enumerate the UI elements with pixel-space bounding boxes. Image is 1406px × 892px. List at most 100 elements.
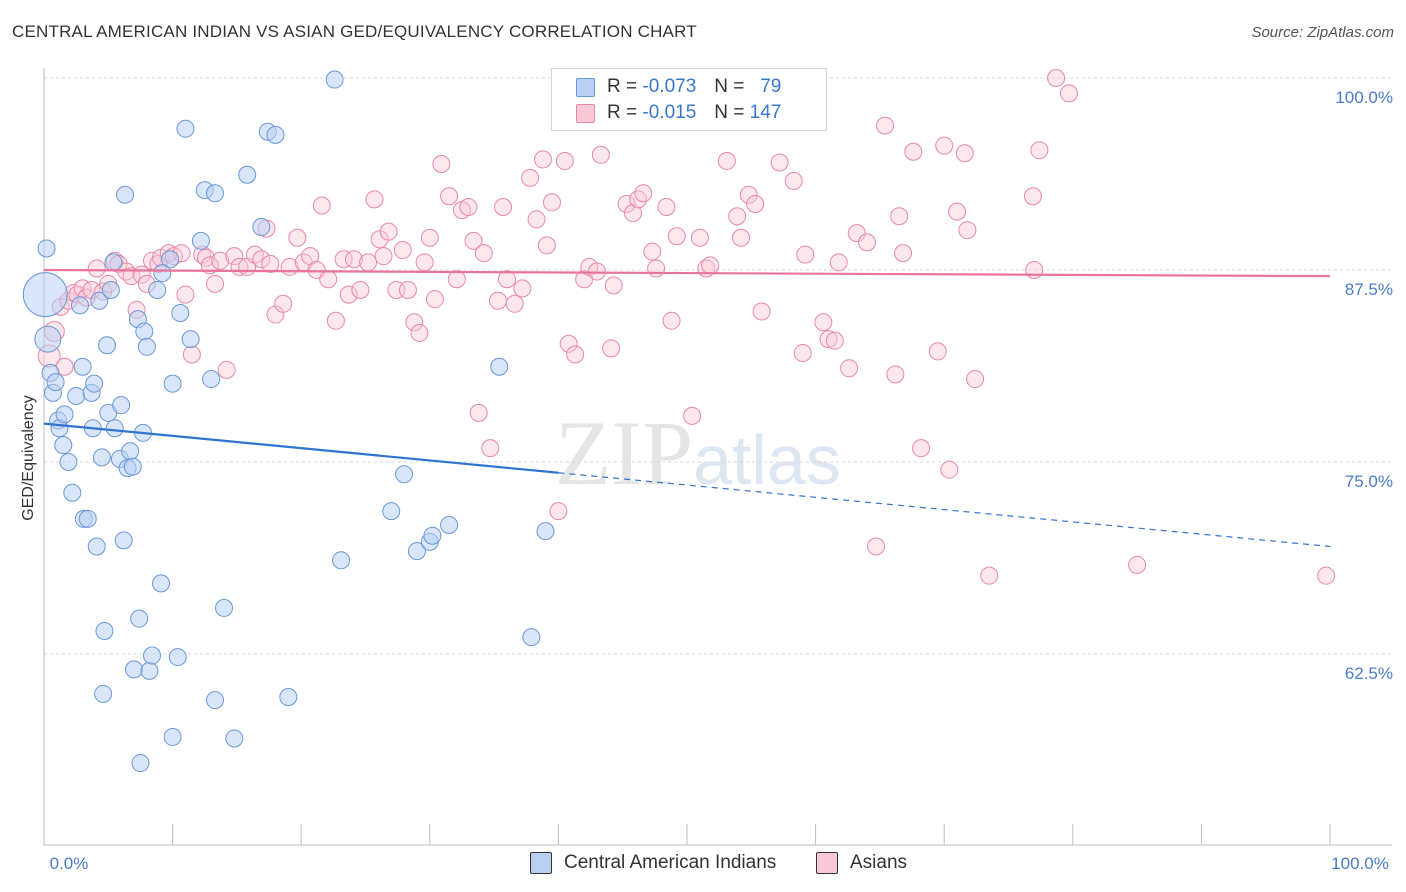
trend-line-central-american-indians [43, 422, 559, 474]
data-point [125, 660, 144, 679]
data-point [252, 217, 271, 236]
data-point [1023, 187, 1042, 206]
bottom-legend-asians: Asians [816, 852, 907, 874]
data-point [867, 537, 886, 556]
data-point [602, 339, 621, 358]
legend-r-label: R = [607, 102, 638, 123]
bottom-legend-label: Asians [850, 852, 908, 873]
data-point [121, 442, 140, 461]
legend-n-value: 79 [760, 76, 782, 97]
data-point [980, 566, 999, 585]
data-point [140, 661, 159, 680]
y-tick-label: 100.0% [1335, 88, 1393, 107]
data-point [555, 151, 574, 170]
data-point [71, 296, 90, 315]
data-point [148, 280, 167, 299]
data-point [67, 386, 86, 405]
data-point [78, 509, 97, 528]
data-point [176, 119, 195, 138]
data-point [200, 256, 219, 275]
data-point [770, 153, 789, 172]
data-point [85, 374, 104, 393]
data-point [359, 253, 378, 272]
data-point [206, 274, 225, 293]
legend: R = -0.073 N = 79 R = -0.015 N = 147 [551, 68, 827, 131]
data-point [829, 253, 848, 272]
legend-r-label: R = [607, 76, 638, 97]
data-point [163, 727, 182, 746]
axes [43, 68, 1392, 846]
data-point [319, 270, 338, 289]
data-point [90, 291, 109, 310]
data-point [274, 294, 293, 313]
data-point [890, 207, 909, 226]
data-point [505, 294, 524, 313]
legend-n-value: 147 [749, 102, 782, 123]
data-point [825, 331, 844, 350]
data-point [63, 483, 82, 502]
y-tick-label: 62.5% [1345, 664, 1393, 683]
data-point [474, 244, 493, 263]
data-point [252, 250, 271, 269]
data-point [410, 323, 429, 342]
data-point [912, 439, 931, 458]
legend-row-asians: R = -0.015 N = 147 [576, 101, 781, 125]
data-point [657, 198, 676, 217]
data-point [181, 330, 200, 349]
data-point [54, 436, 73, 455]
trend-lines [43, 268, 1331, 548]
data-point [114, 531, 133, 550]
chart-title: CENTRAL AMERICAN INDIAN VS ASIAN GED/EQU… [12, 22, 697, 41]
x-tick-marks [43, 824, 1331, 845]
data-point [497, 270, 516, 289]
data-point [464, 231, 483, 250]
data-point [266, 125, 285, 144]
data-point [536, 522, 555, 541]
data-point [137, 337, 156, 356]
data-point [351, 280, 370, 299]
data-point [143, 646, 162, 665]
data-point [955, 144, 974, 163]
data-point [440, 515, 459, 534]
data-point [46, 373, 65, 392]
data-point [163, 374, 182, 393]
data-point [940, 460, 959, 479]
data-point [59, 453, 78, 471]
data-point [667, 227, 686, 246]
data-point [92, 448, 111, 467]
data-point [217, 360, 236, 379]
data-point [1030, 141, 1049, 160]
data-point [261, 254, 280, 273]
data-point [105, 419, 124, 438]
data-point [840, 359, 859, 378]
data-point [37, 239, 56, 258]
data-point [793, 343, 812, 362]
data-point [876, 116, 895, 135]
data-point [104, 253, 123, 272]
data-point [211, 251, 230, 270]
data-point [513, 279, 532, 298]
bottom-legend-central-american-indians: Central American Indians [530, 852, 776, 874]
legend-swatch-blue [576, 77, 595, 97]
legend-n-label: N = [714, 102, 745, 123]
data-point [130, 609, 149, 628]
data-point [527, 210, 546, 229]
data-point [746, 194, 765, 213]
y-axis-label: GED/Equivalency [20, 395, 37, 520]
data-point [98, 336, 117, 355]
data-point [886, 365, 905, 384]
data-point [928, 342, 947, 361]
data-point [374, 247, 393, 266]
data-point [202, 370, 221, 389]
data-point [152, 574, 171, 593]
data-point [717, 151, 736, 170]
data-point [683, 406, 702, 425]
data-point [643, 242, 662, 261]
central-american-indians-points [22, 70, 555, 773]
data-point [344, 250, 363, 269]
data-point [894, 244, 913, 263]
data-point [415, 253, 434, 272]
data-point [215, 598, 234, 617]
data-point [904, 142, 923, 161]
data-point [522, 628, 541, 647]
